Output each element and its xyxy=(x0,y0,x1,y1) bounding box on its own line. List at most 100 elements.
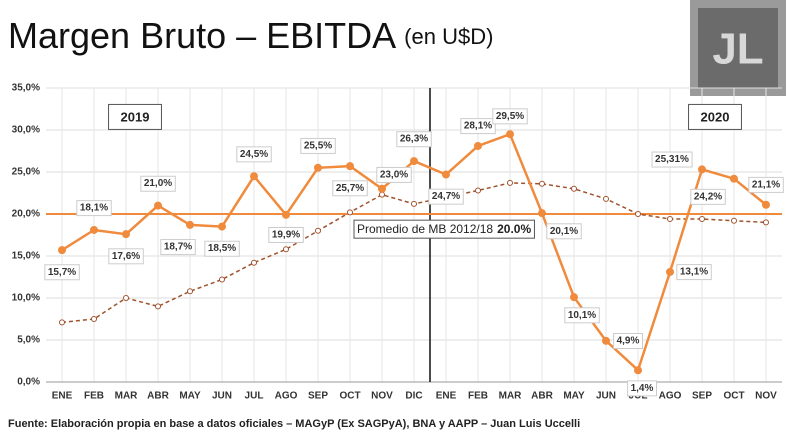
point xyxy=(506,130,514,139)
data-label-box xyxy=(396,131,432,148)
y-tick-label: 20,0% xyxy=(12,209,40,220)
point xyxy=(475,187,481,194)
data-label-box xyxy=(44,264,80,281)
data-label-box xyxy=(546,223,582,240)
point xyxy=(411,200,417,207)
data-label-box xyxy=(676,264,712,281)
point xyxy=(442,170,450,179)
data-label-box xyxy=(564,307,600,324)
y-tick-label: 30,0% xyxy=(12,125,40,136)
year-box xyxy=(688,103,742,130)
data-label-box xyxy=(460,118,496,135)
data-label-box xyxy=(300,137,336,154)
x-tick-label: MAY xyxy=(179,391,201,402)
data-label: 28,1% xyxy=(464,121,492,132)
point xyxy=(378,184,386,193)
point xyxy=(218,222,226,231)
data-label: 24,7% xyxy=(432,191,460,202)
x-tick-label: SEP xyxy=(692,391,712,402)
x-tick-label: AGO xyxy=(275,391,298,402)
data-label: 20,1% xyxy=(550,226,578,237)
data-label: 29,5% xyxy=(496,111,524,122)
point xyxy=(602,336,610,345)
x-tick-label: ENE xyxy=(52,391,73,402)
point xyxy=(155,303,161,310)
point xyxy=(730,174,738,183)
x-tick-label: JUL xyxy=(245,391,264,402)
point xyxy=(58,246,66,255)
x-tick-label: NOV xyxy=(371,391,393,402)
point xyxy=(187,288,193,295)
data-label: 17,6% xyxy=(112,251,140,262)
x-tick-label: MAR xyxy=(499,391,523,402)
point xyxy=(347,209,353,216)
point xyxy=(666,267,674,276)
y-tick-label: 35,0% xyxy=(12,83,40,94)
data-label: 13,1% xyxy=(680,267,708,278)
logo-inner xyxy=(698,8,778,88)
year-label: 2019 xyxy=(121,109,150,124)
point xyxy=(635,211,641,217)
point xyxy=(346,162,354,171)
x-tick-label: OCT xyxy=(723,391,744,402)
point xyxy=(91,316,97,322)
point xyxy=(762,200,770,209)
y-tick-label: 10,0% xyxy=(12,293,40,304)
x-tick-label: FEB xyxy=(468,391,488,402)
data-label-box xyxy=(160,239,196,256)
data-label: 25,31% xyxy=(655,154,689,165)
data-label: 26,3% xyxy=(400,134,428,145)
x-tick-label: NOV xyxy=(755,391,777,402)
data-label-box xyxy=(268,226,304,243)
data-label: 25,5% xyxy=(304,140,332,151)
data-label: 18,1% xyxy=(80,203,108,214)
data-label-box xyxy=(428,188,464,205)
x-tick-label: JUN xyxy=(596,391,616,402)
data-label: 18,5% xyxy=(208,243,236,254)
data-label-box xyxy=(236,146,272,163)
subtitle: (en U$D) xyxy=(404,24,493,49)
x-tick-label: JUN xyxy=(212,391,232,402)
year-box xyxy=(108,103,162,130)
data-label: 1,4% xyxy=(631,383,654,394)
data-label-box xyxy=(76,200,112,217)
point xyxy=(634,366,642,375)
point xyxy=(314,163,322,172)
x-tick-label: MAY xyxy=(563,391,585,402)
source: Fuente: Elaboración propia en base a dat… xyxy=(8,418,580,430)
data-label: 24,5% xyxy=(240,149,268,160)
data-label: 21,1% xyxy=(752,179,780,190)
point xyxy=(59,319,65,326)
y-tick-label: 5,0% xyxy=(17,335,40,346)
point xyxy=(731,217,737,224)
x-tick-label: ENE xyxy=(436,391,457,402)
data-label: 19,9% xyxy=(272,229,300,240)
point xyxy=(507,179,513,186)
point xyxy=(219,276,225,283)
data-label-box xyxy=(748,176,784,193)
point xyxy=(186,220,194,229)
reference-value: 20.0% xyxy=(497,222,531,236)
point xyxy=(603,195,609,202)
y-tick-label: 25,0% xyxy=(12,167,40,178)
chart-title: Margen Bruto – EBITDA (en U$D) xyxy=(8,15,493,56)
reference-text: Promedio de MB 2012/18 xyxy=(357,222,493,236)
data-label-box xyxy=(651,151,693,168)
point xyxy=(570,293,578,302)
data-label: 10,1% xyxy=(568,310,596,321)
point xyxy=(123,295,129,301)
point xyxy=(122,230,130,239)
point xyxy=(283,246,289,253)
point xyxy=(282,210,290,219)
data-label-box xyxy=(204,240,240,257)
data-label: 4,9% xyxy=(617,335,640,346)
point xyxy=(698,165,706,174)
data-label-box xyxy=(140,175,176,192)
point xyxy=(538,209,546,218)
data-label-box xyxy=(492,108,528,125)
reference-label: Promedio de MB 2012/18 20.0% xyxy=(357,222,531,236)
y-tick-label: 0,0% xyxy=(17,377,40,388)
data-label: 25,7% xyxy=(336,183,364,194)
year-label: 2020 xyxy=(701,109,730,124)
